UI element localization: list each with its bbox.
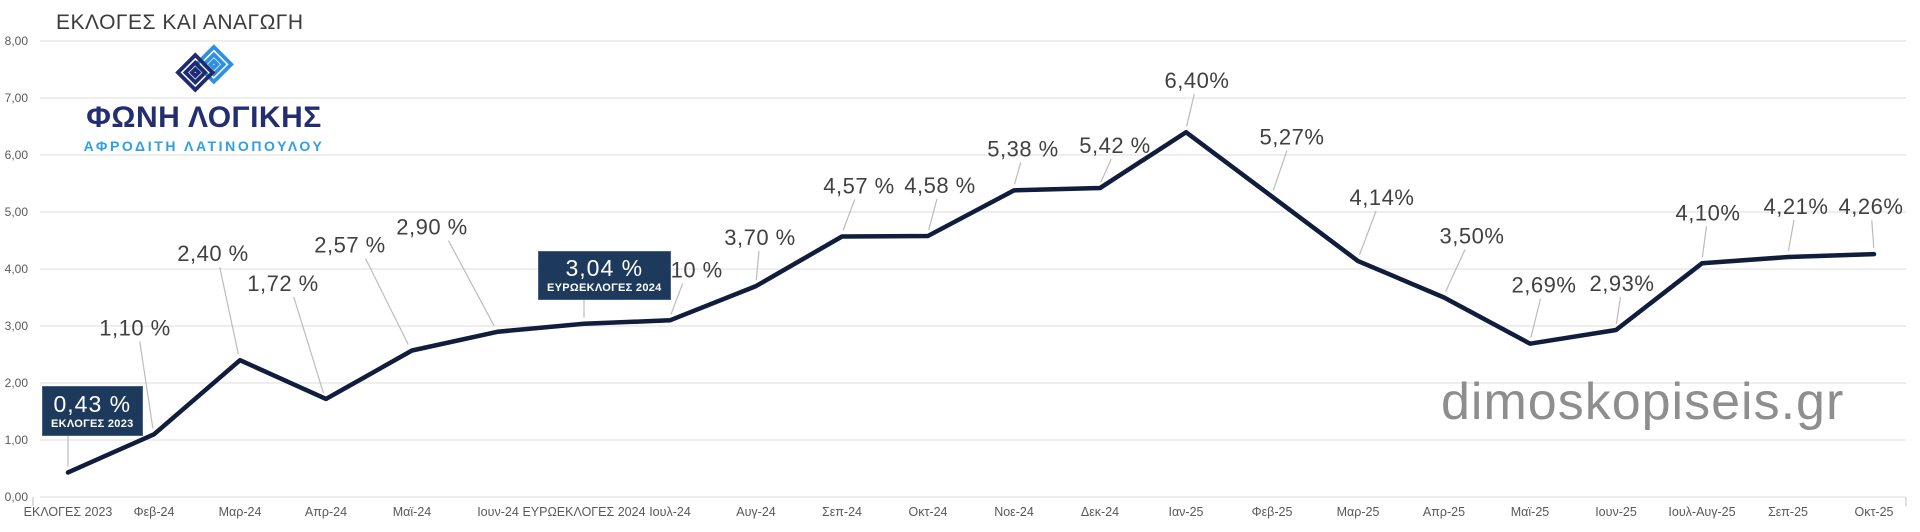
callout-caption: ΕΚΛΟΓΕΣ 2023	[51, 417, 134, 430]
data-label: 3,70 %	[724, 225, 796, 250]
leader-line	[1013, 162, 1022, 185]
data-label: 2,90 %	[396, 215, 468, 240]
x-tick-label: Μαϊ-25	[1511, 505, 1550, 519]
data-label: 5,27%	[1260, 125, 1325, 150]
y-tick-label: 4,00	[5, 262, 29, 276]
x-tick-label: Οκτ-24	[909, 505, 948, 519]
x-tick-label: Σεπ-25	[1768, 505, 1808, 519]
data-label: 4,57 %	[823, 174, 895, 199]
x-tick-label: ΕΚΛΟΓΕΣ 2023	[24, 505, 113, 519]
leader-line	[1615, 296, 1622, 325]
leader-line	[1358, 210, 1377, 256]
x-tick-label: Φεβ-25	[1252, 505, 1293, 519]
x-tick-label: ΕΥΡΩΕΚΛΟΓΕΣ 2024	[522, 505, 645, 519]
y-tick-label: 1,00	[5, 433, 29, 447]
data-label: 6,40%	[1165, 68, 1230, 93]
leader-line	[293, 296, 324, 394]
leader-line	[447, 240, 495, 326]
x-tick-label: Φεβ-24	[134, 505, 175, 519]
leader-line	[1530, 298, 1542, 338]
leader-line	[1272, 150, 1288, 191]
y-tick-label: 3,00	[5, 319, 29, 333]
chart-title: ΕΚΛΟΓΕΣ ΚΑΙ ΑΝΑΓΩΓΗ	[56, 11, 304, 34]
x-tick-label: Ιαν-25	[1168, 505, 1203, 519]
x-tick-label: Ιουλ-Αυγ-25	[1668, 505, 1735, 519]
callout-value: 0,43 %	[53, 390, 132, 417]
leader-line	[928, 198, 938, 231]
data-label: 4,10%	[1676, 200, 1741, 225]
data-label: 4,58 %	[904, 173, 976, 198]
data-label: 4,26%	[1839, 194, 1904, 219]
leader-line	[1871, 220, 1875, 249]
x-tick-label: Μαϊ-24	[393, 505, 432, 519]
leader-line	[1787, 219, 1795, 252]
data-label: 2,40 %	[177, 241, 249, 266]
x-tick-label: Ιουλ-24	[649, 505, 691, 519]
leader-line	[219, 267, 239, 355]
data-label: 2,93%	[1590, 271, 1655, 296]
x-tick-label: Σεπ-24	[822, 505, 862, 519]
trend-line	[65, 129, 1877, 475]
brand-subtitle: ΑΦΡΟΔΙΤΗ ΛΑΤΙΝΟΠΟΥΛΟΥ	[83, 138, 325, 154]
callout-caption: ΕΥΡΩΕΚΛΟΓΕΣ 2024	[547, 282, 662, 294]
data-label: 3,50%	[1440, 224, 1505, 249]
watermark: dimoskopiseis.gr	[1441, 373, 1845, 431]
y-tick-label: 2,00	[5, 376, 29, 390]
leader-line	[1186, 94, 1195, 127]
leader-line	[1100, 158, 1112, 183]
data-label: 1,72 %	[247, 271, 319, 296]
y-tick-label: 8,00	[5, 34, 29, 48]
x-tick-label: Νοε-24	[994, 505, 1034, 519]
data-label: 2,69%	[1512, 273, 1577, 298]
callout-ekloges-2023: 0,43 % ΕΚΛΟΓΕΣ 2023	[42, 386, 143, 436]
brand-logo: ΦΩΝΗ ΛΟΓΙΚΗΣ ΑΦΡΟΔΙΤΗ ΛΑΤΙΝΟΠΟΥΛΟΥ	[58, 40, 350, 154]
x-tick-label: Μαρ-25	[1337, 505, 1380, 519]
data-label: 4,14%	[1350, 185, 1415, 210]
y-tick-label: 7,00	[5, 91, 29, 105]
leader-line	[139, 341, 154, 429]
x-tick-label: Δεκ-24	[1081, 505, 1119, 519]
callout-euroekloges-2024: 3,04 % ΕΥΡΩΕΚΛΟΓΕΣ 2024	[538, 251, 671, 300]
leader-line	[755, 251, 760, 281]
data-label: 5,38 %	[987, 136, 1059, 161]
leader-line	[1701, 226, 1708, 258]
logo-diamond-right	[193, 44, 234, 85]
leader-line	[364, 258, 409, 345]
data-label: 5,42 %	[1079, 133, 1151, 158]
x-tick-label: Απρ-24	[305, 505, 347, 519]
interlocked-diamonds-icon	[175, 44, 234, 93]
y-tick-label: 5,00	[5, 205, 29, 219]
brand-name: ΦΩΝΗ ΛΟΓΙΚΗΣ	[86, 101, 322, 134]
data-label: 2,57 %	[314, 233, 386, 258]
leader-line	[670, 283, 684, 315]
y-tick-label: 6,00	[5, 148, 29, 162]
logo-diamond-left	[175, 52, 216, 93]
callout-value: 3,04 %	[565, 255, 644, 281]
y-tick-label: 0,00	[5, 490, 29, 504]
leader-line	[842, 199, 856, 231]
x-tick-label: Απρ-25	[1423, 505, 1465, 519]
x-tick-label: Οκτ-25	[1855, 505, 1894, 519]
leader-line	[1445, 249, 1466, 292]
x-tick-label: Ιουν-24	[477, 505, 519, 519]
data-label: 1,10 %	[99, 315, 171, 340]
x-tick-label: Ιουν-25	[1595, 505, 1637, 519]
x-tick-label: Μαρ-24	[219, 505, 262, 519]
x-tick-label: Αυγ-24	[736, 505, 776, 519]
data-label: 4,21%	[1764, 194, 1829, 219]
